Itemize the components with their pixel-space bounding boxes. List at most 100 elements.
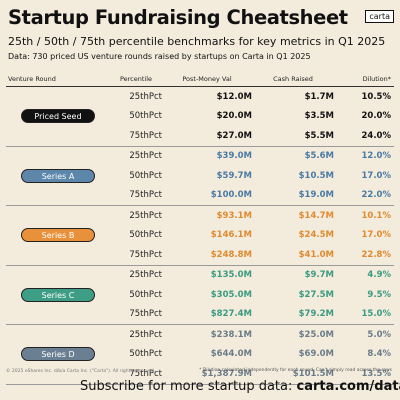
post-money-cell: $248.8M: [162, 245, 252, 266]
table-row: 75thPct $100.0M $19.0M 22.0%: [6, 185, 394, 206]
round-cell: Series B: [6, 205, 110, 266]
round-cell: Priced Seed: [6, 86, 110, 147]
post-money-cell: $27.0M: [162, 126, 252, 147]
table-row: Series B 25thPct $93.1M $14.7M 10.1%: [6, 205, 394, 266]
dilution-cell: 24.0%: [334, 126, 394, 147]
cash-raised-cell: $1.7M: [304, 91, 334, 102]
post-money-cell: $93.1M: [216, 210, 252, 221]
copyright-text: © 2025 eShares Inc. d/b/a Carta Inc. ("C…: [6, 369, 156, 374]
dilution-cell: 17.0%: [361, 230, 392, 241]
data-source-note: Data: 730 priced US venture rounds raise…: [8, 52, 311, 61]
dilution-cell: 5.0%: [367, 329, 391, 340]
percentile-cell: 25thPct: [129, 151, 162, 162]
cash-raised-cell: $101.5M: [252, 364, 334, 385]
percentile-cell: 75thPct: [110, 185, 162, 206]
post-money-cell: $59.7M: [216, 170, 252, 181]
cash-raised-cell: $24.5M: [298, 230, 334, 241]
table-row: 50thPct $59.7M $10.5M 17.0%: [6, 166, 394, 186]
round-cell: Series A: [6, 146, 110, 206]
percentile-cell: 25thPct: [129, 329, 162, 340]
percentile-cell: 75thPct: [110, 304, 162, 325]
post-money-cell: $135.0M: [210, 270, 252, 281]
table-row: Series C 25thPct $135.0M $9.7M 4.9%: [6, 265, 394, 325]
cash-raised-cell: $79.2M: [252, 304, 334, 325]
post-money-cell: $100.0M: [162, 185, 252, 206]
header: Startup Fundraising Cheatsheet carta 25t…: [8, 6, 394, 63]
dilution-cell: 4.9%: [367, 270, 391, 281]
post-money-cell: $1,387.9M: [162, 364, 252, 385]
post-money-cell: $238.1M: [210, 329, 252, 340]
cash-raised-cell: $19.0M: [252, 185, 334, 206]
table-header-row: Venture Round Percentile Post-Money Val …: [6, 72, 394, 87]
benchmark-table: Venture Round Percentile Post-Money Val …: [6, 72, 394, 385]
subscribe-link[interactable]: carta.com/data: [296, 379, 400, 394]
table-row: Priced Seed 25thPct $12.0M $1.7M 10.5%: [6, 86, 394, 147]
percentile-cell: 50thPct: [129, 349, 162, 360]
table-row: 75thPct $27.0M $5.5M 24.0%: [6, 126, 394, 147]
round-badge: Series D: [21, 347, 95, 362]
table-row: 50thPct $644.0M $69.0M 8.4%: [6, 345, 394, 365]
cash-raised-cell: $9.7M: [304, 270, 334, 281]
post-money-cell: $827.4M: [162, 304, 252, 325]
table-row: 75thPct $1,387.9M $101.5M 13.5%: [6, 364, 394, 385]
round-badge: Series B: [21, 228, 95, 243]
cash-raised-cell: $5.5M: [252, 126, 334, 147]
carta-logo: carta: [365, 10, 394, 23]
post-money-cell: $12.0M: [216, 91, 252, 102]
cash-raised-cell: $14.7M: [298, 210, 334, 221]
column-header-post-money: Post-Money Val: [162, 72, 252, 87]
percentile-cell: 75thPct: [110, 364, 162, 385]
cash-raised-cell: $27.5M: [298, 289, 334, 300]
round-badge: Priced Seed: [21, 109, 95, 124]
cash-raised-cell: $3.5M: [304, 111, 334, 122]
round-cell: Series D: [6, 324, 110, 385]
post-money-cell: $146.1M: [210, 230, 252, 241]
post-money-cell: $39.0M: [216, 151, 252, 162]
page-title: Startup Fundraising Cheatsheet: [8, 6, 348, 29]
post-money-cell: $305.0M: [210, 289, 252, 300]
dilution-cell: 17.0%: [361, 170, 392, 181]
column-header-round: Venture Round: [6, 72, 110, 87]
dilution-cell: 22.8%: [334, 245, 394, 266]
percentile-cell: 50thPct: [129, 170, 162, 181]
subscribe-text: Subscribe for more startup data:: [80, 379, 297, 394]
table-row: 50thPct $20.0M $3.5M 20.0%: [6, 107, 394, 127]
round-cell: Series C: [6, 265, 110, 325]
table-row: Series D 25thPct $238.1M $25.0M 5.0%: [6, 324, 394, 385]
dilution-cell: 8.4%: [367, 349, 391, 360]
table-row: 75thPct $827.4M $79.2M 15.0%: [6, 304, 394, 325]
cash-raised-cell: $5.6M: [304, 151, 334, 162]
cash-raised-cell: $41.0M: [252, 245, 334, 266]
cash-raised-cell: $25.0M: [298, 329, 334, 340]
percentile-cell: 50thPct: [129, 289, 162, 300]
percentile-cell: 50thPct: [129, 111, 162, 122]
dilution-cell: 13.5%: [334, 364, 394, 385]
table-row: Series A 25thPct $39.0M $5.6M 12.0%: [6, 146, 394, 206]
column-header-dilution: Dilution*: [334, 72, 394, 87]
dilution-cell: 10.5%: [361, 91, 392, 102]
percentile-cell: 25thPct: [129, 210, 162, 221]
percentile-cell: 75thPct: [110, 126, 162, 147]
post-money-cell: $644.0M: [210, 349, 252, 360]
round-badge: Series A: [21, 168, 95, 183]
dilution-cell: 22.0%: [334, 185, 394, 206]
cash-raised-cell: $69.0M: [298, 349, 334, 360]
table-body: Priced Seed 25thPct $12.0M $1.7M 10.5% 50thPc…: [6, 86, 394, 385]
cash-raised-cell: $10.5M: [298, 170, 334, 181]
dilution-cell: 15.0%: [334, 304, 394, 325]
dilution-cell: 10.1%: [361, 210, 392, 221]
percentile-cell: 50thPct: [129, 230, 162, 241]
post-money-cell: $20.0M: [216, 111, 252, 122]
round-badge: Series C: [21, 287, 95, 302]
table-row: 50thPct $305.0M $27.5M 9.5%: [6, 285, 394, 305]
dilution-cell: 20.0%: [361, 111, 392, 122]
column-header-percentile: Percentile: [110, 72, 162, 87]
column-header-cash: Cash Raised: [252, 72, 334, 87]
dilution-cell: 12.0%: [361, 151, 392, 162]
subscribe-cta: Subscribe for more startup data: carta.c…: [80, 378, 400, 396]
page-subtitle: 25th / 50th / 75th percentile benchmarks…: [8, 35, 386, 48]
dilution-cell: 9.5%: [367, 289, 391, 300]
percentile-cell: 25thPct: [129, 91, 162, 102]
table-row: 50thPct $146.1M $24.5M 17.0%: [6, 226, 394, 246]
dilution-footnote: * Dilution calculated independently for …: [199, 368, 392, 373]
